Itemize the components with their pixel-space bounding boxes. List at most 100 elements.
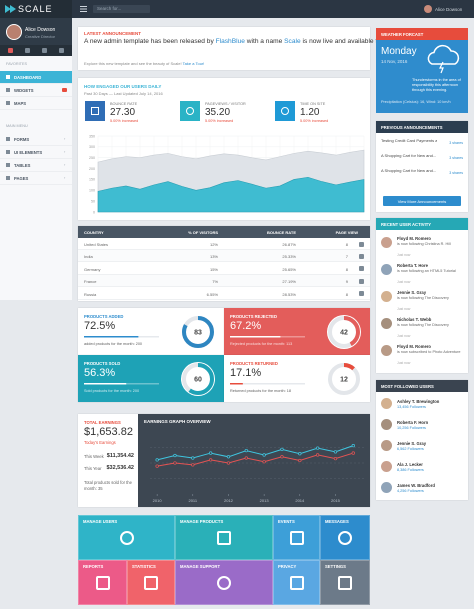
table-cell: 8 bbox=[345, 242, 348, 247]
top-user[interactable]: Alice Dowson bbox=[435, 7, 463, 12]
table-cell: 7% bbox=[212, 279, 218, 285]
brand-area bbox=[0, 0, 72, 18]
tile[interactable] bbox=[175, 515, 273, 560]
tile-label[interactable]: MANAGE SUPPORT bbox=[180, 564, 221, 569]
activity-name: Jennie S. Gray bbox=[397, 290, 427, 295]
menu-label[interactable]: UI ELEMENTS bbox=[14, 150, 43, 155]
table-cell: 7 bbox=[345, 254, 348, 260]
product-bar bbox=[84, 383, 159, 385]
bolt bbox=[439, 61, 444, 74]
point bbox=[155, 464, 159, 468]
view-more-button[interactable] bbox=[383, 196, 461, 206]
tile-icon bbox=[289, 531, 304, 545]
table-cell: Russia bbox=[84, 291, 97, 297]
row-action[interactable] bbox=[359, 253, 364, 259]
menu-badge bbox=[62, 88, 67, 92]
product-value: 56.3% bbox=[84, 367, 116, 379]
x-tick-label: 2013 bbox=[260, 498, 270, 503]
announcement-shares: 3 shares bbox=[449, 141, 463, 145]
sidebar-icon[interactable] bbox=[25, 48, 30, 53]
row-action[interactable] bbox=[359, 266, 364, 272]
tile-label[interactable]: REPORTS bbox=[83, 564, 104, 569]
menu-item[interactable] bbox=[0, 84, 72, 97]
menu-item[interactable] bbox=[0, 172, 72, 185]
donut-label: 60 bbox=[194, 377, 202, 384]
x-tick-label: 2011 bbox=[188, 498, 197, 503]
product-value: 72.5% bbox=[84, 320, 116, 332]
sidebar-icon[interactable] bbox=[59, 48, 64, 53]
point bbox=[244, 456, 248, 460]
followed-count: 13,456 Followers bbox=[397, 405, 426, 409]
search-input[interactable]: Search for... bbox=[93, 5, 150, 13]
menu-item[interactable] bbox=[0, 159, 72, 172]
stat-value: 27.30 bbox=[110, 107, 136, 118]
product-value: 17.1% bbox=[230, 367, 262, 379]
brand-name: SCALE bbox=[18, 4, 53, 14]
table-cell: 8 bbox=[345, 266, 348, 272]
product-donut: 83 bbox=[181, 315, 215, 349]
top-avatar[interactable] bbox=[424, 5, 432, 13]
activity-title: RECENT USER ACTIVITY bbox=[381, 222, 432, 227]
tour-link[interactable]: Take a Tour! bbox=[182, 61, 205, 66]
x-tick-label: 2010 bbox=[153, 498, 163, 503]
point bbox=[298, 458, 302, 463]
menu-icon bbox=[6, 163, 10, 167]
tile-label[interactable]: MANAGE PRODUCTS bbox=[180, 519, 224, 524]
progress-fill bbox=[230, 336, 281, 338]
activity-action: is now following an HTML5 Tutorial bbox=[397, 269, 456, 273]
row-action[interactable] bbox=[359, 278, 364, 284]
sidebar-icon[interactable] bbox=[8, 48, 13, 53]
tile-label[interactable]: PRIVACY bbox=[278, 564, 297, 569]
card bbox=[376, 380, 468, 500]
table-header-cell: PAGE VIEW bbox=[335, 230, 358, 235]
announcement-label: LATEST ANNOUNCEMENT bbox=[84, 31, 141, 36]
menu-label[interactable]: WIDGETS bbox=[14, 88, 34, 93]
table-row bbox=[78, 275, 370, 288]
weather-text: Thunderstorms in the area of responsibil… bbox=[412, 78, 461, 92]
y-tick-label: 300 bbox=[89, 145, 95, 149]
line bbox=[157, 445, 354, 461]
followed-name: Ashley T. Brewington bbox=[397, 399, 440, 404]
tile[interactable] bbox=[78, 560, 127, 605]
menu-label[interactable]: DASHBOARD bbox=[14, 75, 42, 80]
tile[interactable] bbox=[273, 560, 320, 605]
menu-toggle[interactable] bbox=[80, 6, 87, 12]
point bbox=[333, 450, 338, 454]
sidebar-icon[interactable] bbox=[42, 48, 47, 53]
announcement-text: A new admin template has been released b… bbox=[84, 38, 414, 46]
weather-icon bbox=[427, 44, 460, 74]
product-value: 67.2% bbox=[230, 320, 262, 332]
tile-icon bbox=[217, 531, 231, 545]
menu-label[interactable]: TABLES bbox=[14, 163, 31, 168]
tile-label[interactable]: MANAGE USERS bbox=[83, 519, 118, 524]
menu-icon bbox=[6, 137, 10, 141]
tile-label[interactable]: EVENTS bbox=[278, 519, 295, 524]
row-action[interactable] bbox=[359, 241, 364, 247]
menu-item[interactable] bbox=[0, 133, 72, 146]
tile[interactable] bbox=[273, 515, 320, 560]
menu-item[interactable] bbox=[0, 97, 72, 110]
menu-label[interactable]: MAPS bbox=[14, 101, 27, 106]
menu-chevron: › bbox=[64, 136, 66, 141]
tile-icon bbox=[144, 576, 158, 590]
table-cell: India bbox=[84, 254, 93, 260]
tile-label[interactable]: STATISTICS bbox=[132, 564, 156, 569]
activity-action: is now following The Discovery bbox=[397, 323, 449, 327]
menu-label[interactable]: FORMS bbox=[14, 137, 30, 142]
followed-avatar bbox=[381, 482, 392, 493]
tile[interactable] bbox=[320, 560, 370, 605]
tile-label[interactable]: SETTINGS bbox=[325, 564, 346, 569]
menu-label[interactable]: PAGES bbox=[14, 176, 29, 181]
cloud bbox=[427, 44, 460, 65]
point bbox=[262, 453, 266, 457]
tile-label[interactable]: MESSAGES bbox=[325, 519, 349, 524]
sidebar-role: Creative Director bbox=[25, 34, 56, 39]
weather-title: WEATHER FORCAST bbox=[381, 32, 424, 37]
row-action[interactable] bbox=[359, 291, 364, 297]
earnings-caption: Today's Earnings bbox=[84, 440, 116, 445]
announcement-item: A Shopping Cart for New and... bbox=[381, 168, 437, 173]
menu-item[interactable] bbox=[0, 146, 72, 159]
view-more-label[interactable]: View More Announcements bbox=[397, 199, 447, 204]
tile[interactable] bbox=[127, 560, 175, 605]
menu-item[interactable] bbox=[0, 71, 72, 84]
